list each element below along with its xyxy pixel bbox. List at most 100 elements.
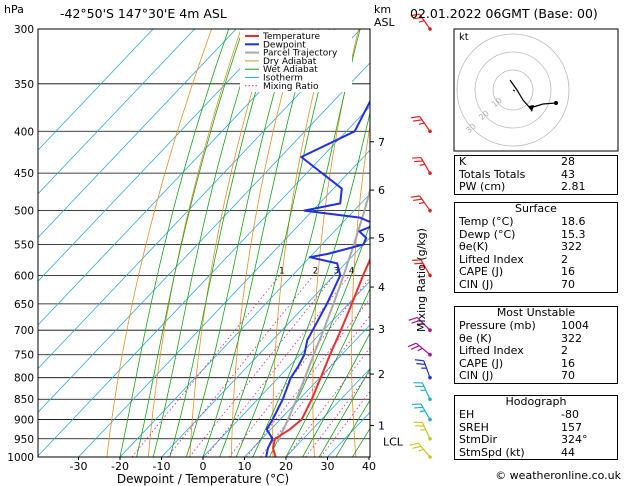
surface-row: Temp (°C) 18.6 — [459, 215, 586, 228]
dewpoint-line — [265, 99, 370, 457]
wind-barb-flag — [415, 385, 425, 388]
pressure-tick-label: 700 — [14, 325, 34, 337]
datetime-title: 02.01.2022 06GMT (Base: 00) — [410, 6, 598, 21]
wind-barb-flag — [413, 382, 423, 384]
wind-barb-flag — [414, 160, 424, 163]
mixing-ratio-label: 2 — [313, 266, 318, 276]
wind-barb-flag — [411, 319, 421, 324]
wind-barb-flag — [413, 198, 423, 202]
wind-barb-base — [428, 352, 432, 357]
wind-barb-staff — [420, 157, 431, 174]
km-tick-label: 7 — [378, 136, 385, 149]
wind-barb-flag — [408, 316, 418, 321]
wind-barb-base — [428, 171, 432, 175]
dry-adiabat-line — [312, 29, 360, 457]
wind-barb-flag — [418, 122, 425, 125]
wind-barb-staff — [416, 317, 431, 331]
wind-barb-flag — [415, 425, 425, 427]
wind-barb-flag — [418, 201, 425, 205]
wind-barb-base — [428, 436, 432, 441]
wet-adiabat-line — [252, 110, 370, 457]
wind-barb-flag — [419, 410, 426, 413]
dry-adiabat-line — [106, 29, 212, 457]
wind-barb-base — [428, 273, 432, 278]
mixing-ratio-label: 4 — [349, 266, 354, 276]
hodograph-storm-motion-marker — [528, 105, 534, 112]
wind-barb — [412, 403, 432, 422]
wind-barb-base — [428, 397, 432, 402]
unstable-row: CAPE (J) 16 — [459, 356, 575, 370]
mixing-ratio-line — [286, 347, 370, 457]
dry-adiabat-line — [426, 29, 447, 457]
wet-adiabat-line — [136, 29, 244, 457]
pressure-tick-label: 950 — [14, 434, 34, 446]
legend-item: Isotherm — [263, 74, 303, 84]
wind-barb — [414, 359, 432, 380]
km-tick-label: 3 — [378, 323, 385, 336]
asl-label: ASL — [374, 16, 396, 29]
isotherm-line — [285, 367, 370, 457]
location-title: -42°50'S 147°30'E 4m ASL — [60, 6, 227, 21]
temperature-line — [272, 257, 370, 457]
mixing-ratio-label: 8 — [388, 266, 393, 276]
isotherm-line — [38, 29, 361, 370]
isotherm-line — [38, 105, 370, 457]
x-tick-label: -20 — [111, 460, 129, 473]
wind-barb-flag — [416, 362, 426, 366]
wind-barbs — [407, 13, 432, 459]
wet-adiabat-line — [186, 29, 293, 457]
wind-barb — [410, 115, 432, 134]
copyright-footer: © weatheronline.co.uk — [495, 469, 621, 482]
wet-adiabat-line — [335, 399, 370, 457]
x-tick-label: 30 — [321, 460, 335, 473]
wind-barb — [407, 342, 432, 357]
legend-item: Dewpoint — [263, 40, 306, 50]
wind-barb-flag — [414, 262, 424, 265]
wind-barb-base — [428, 455, 432, 459]
wind-barb-staff — [419, 13, 431, 30]
unstable-row: Lifted Index 2 — [459, 344, 568, 358]
hodograph-center — [512, 89, 516, 92]
wind-barb-flag — [420, 429, 426, 431]
km-tick-label: 1 — [378, 419, 385, 432]
wind-barb-flag — [417, 347, 423, 352]
pressure-tick-label: 500 — [14, 206, 34, 218]
wind-barb-flag — [414, 406, 424, 409]
wet-adiabat-line — [285, 287, 370, 457]
isotherm-line — [38, 29, 154, 151]
wind-barb-flag — [410, 345, 420, 350]
wind-barb-base — [428, 27, 432, 31]
wind-barb-staff — [423, 360, 431, 378]
wet-adiabat-line — [318, 368, 370, 457]
mixing-ratio-label: 20 — [440, 266, 451, 276]
km-label: km — [374, 3, 391, 16]
x-tick-label: 10 — [238, 460, 252, 473]
wind-barb-staff — [420, 403, 431, 420]
wind-barb-flag — [413, 119, 423, 122]
legend-item: Dry Adiabat — [263, 57, 317, 67]
wind-barb-flag — [412, 403, 422, 406]
pressure-tick-label: 400 — [14, 126, 34, 138]
hpa-label: hPa — [4, 3, 24, 16]
index-row-totals: Totals Totals 43 — [459, 167, 575, 181]
x-tick-label: 0 — [200, 460, 207, 473]
hodograph-trace — [509, 79, 557, 109]
hodograph-kt-label: kt — [459, 32, 469, 43]
stability-indices-top: K 28 Totals Totals 43 PW (cm) 2.81 — [454, 155, 618, 195]
unstable-row: Pressure (mb) 1004 — [459, 319, 589, 332]
wind-barb-flag — [407, 342, 417, 348]
wind-barb-staff — [419, 195, 431, 211]
unstable-row: θe (K) 322 — [459, 331, 582, 345]
mixing-ratio-line — [260, 314, 370, 457]
hodo-row: EH -80 — [459, 408, 579, 421]
pressure-tick-label: 900 — [14, 415, 34, 427]
wet-adiabat-line — [235, 29, 361, 457]
wind-barb — [410, 13, 432, 31]
dry-adiabat-line — [389, 29, 417, 457]
isotherm-line — [38, 29, 237, 239]
wind-barb-flag — [419, 266, 426, 269]
mixing-ratio-line — [189, 275, 335, 457]
wind-barb-flag — [412, 445, 422, 449]
